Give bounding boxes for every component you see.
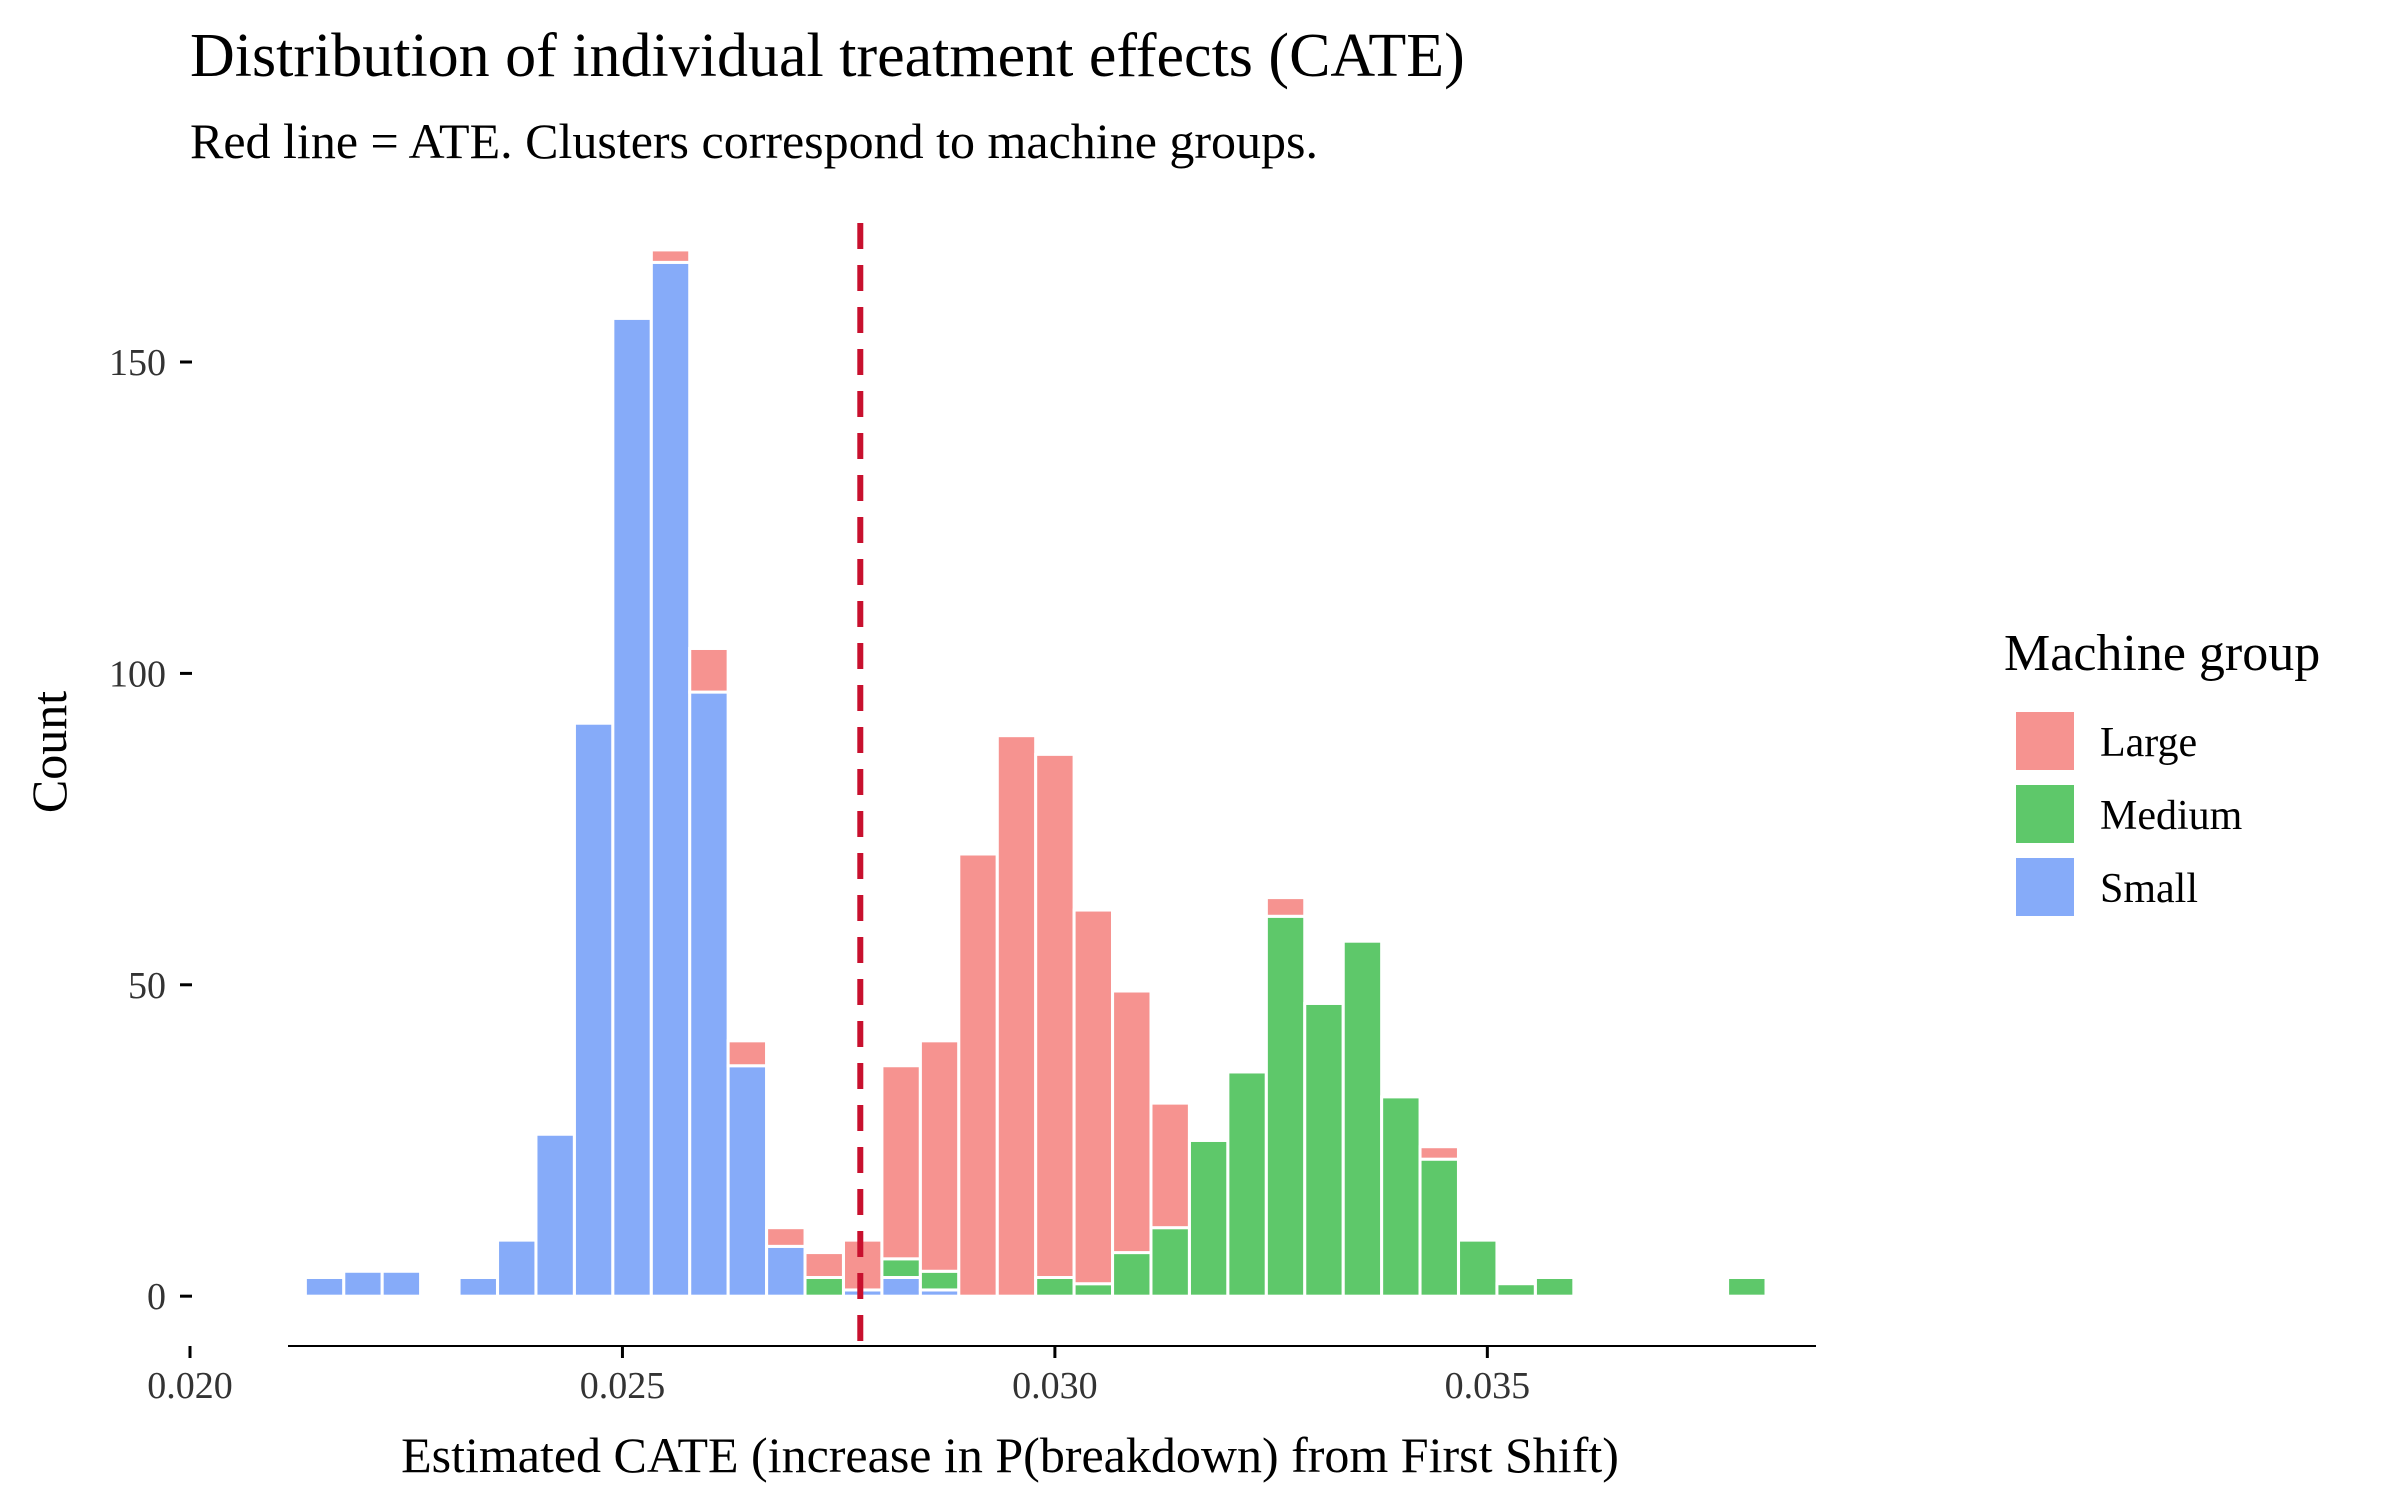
x-tick-label: 0.030 bbox=[1012, 1365, 1098, 1407]
legend-swatch-medium bbox=[2016, 785, 2074, 843]
bar-medium bbox=[1187, 1138, 1230, 1298]
bar-large bbox=[765, 1226, 807, 1248]
bar-medium bbox=[1341, 939, 1384, 1298]
x-tick-label: 0.020 bbox=[147, 1365, 233, 1407]
x-axis-title: Estimated CATE (increase in P(breakdown)… bbox=[401, 1427, 1619, 1483]
y-tick-label: 0 bbox=[147, 1276, 166, 1318]
bar-small bbox=[572, 721, 615, 1298]
bar-medium bbox=[1226, 1070, 1268, 1298]
bar-small bbox=[880, 1275, 922, 1298]
bar-small bbox=[765, 1244, 807, 1298]
bar-medium bbox=[1495, 1282, 1537, 1298]
bar-small bbox=[726, 1064, 769, 1298]
bar-medium bbox=[1303, 1001, 1345, 1298]
bar-small bbox=[688, 690, 730, 1298]
bar-large bbox=[1072, 908, 1114, 1286]
chart-subtitle: Red line = ATE. Clusters correspond to m… bbox=[190, 113, 1318, 169]
bar-small bbox=[380, 1269, 423, 1298]
bar-large bbox=[880, 1064, 922, 1261]
bar-medium bbox=[1034, 1275, 1076, 1298]
y-axis-ticks: 0 50 100 150 bbox=[109, 342, 192, 1318]
bar-large bbox=[688, 646, 730, 694]
legend-label-large: Large bbox=[2100, 720, 2197, 766]
legend-label-small: Small bbox=[2100, 866, 2198, 912]
bar-medium bbox=[1380, 1095, 1422, 1298]
bar-medium bbox=[918, 1269, 961, 1292]
bar-medium bbox=[803, 1275, 845, 1298]
bar-medium bbox=[1533, 1275, 1576, 1298]
bar-small bbox=[303, 1275, 346, 1298]
bar-large bbox=[1418, 1145, 1460, 1161]
bar-large bbox=[803, 1251, 845, 1279]
legend-label-medium: Medium bbox=[2100, 793, 2243, 839]
bar-large bbox=[1149, 1101, 1191, 1230]
legend: Machine group Large Medium Small bbox=[2004, 625, 2320, 916]
bar-medium bbox=[880, 1257, 922, 1279]
bar-medium bbox=[1457, 1238, 1499, 1298]
bar-small bbox=[611, 316, 653, 1298]
legend-swatch-small bbox=[2016, 858, 2074, 916]
x-tick-label: 0.035 bbox=[1445, 1365, 1531, 1407]
x-axis-ticks: 0.020 0.025 0.030 0.035 bbox=[147, 1346, 1530, 1407]
chart-title: Distribution of individual treatment eff… bbox=[190, 22, 1465, 90]
bar-large bbox=[726, 1039, 769, 1068]
bar-medium bbox=[1111, 1251, 1153, 1298]
bar-small bbox=[649, 260, 692, 1298]
bar-large bbox=[1264, 896, 1307, 918]
bar-small bbox=[457, 1275, 499, 1298]
bar-large bbox=[1111, 989, 1153, 1255]
bar-large bbox=[918, 1039, 961, 1273]
bar-small bbox=[342, 1269, 384, 1298]
bar-medium bbox=[1264, 914, 1307, 1298]
bar-large bbox=[649, 248, 692, 264]
y-tick-label: 150 bbox=[109, 342, 166, 384]
bar-large bbox=[957, 852, 999, 1298]
y-tick-label: 100 bbox=[109, 653, 166, 695]
histogram-bars bbox=[303, 248, 1768, 1298]
bar-medium bbox=[1149, 1226, 1191, 1298]
bar-small bbox=[496, 1238, 538, 1298]
bar-medium bbox=[1072, 1282, 1114, 1298]
bar-small bbox=[534, 1132, 576, 1298]
bar-medium bbox=[1418, 1157, 1460, 1298]
x-tick-label: 0.025 bbox=[580, 1365, 666, 1407]
bar-medium bbox=[1726, 1275, 1768, 1298]
legend-swatch-large bbox=[2016, 712, 2074, 770]
bar-large bbox=[1034, 752, 1076, 1279]
y-axis-title: Count bbox=[21, 691, 77, 813]
y-tick-label: 50 bbox=[128, 965, 166, 1007]
legend-title: Machine group bbox=[2004, 625, 2320, 682]
bar-large bbox=[995, 734, 1038, 1298]
